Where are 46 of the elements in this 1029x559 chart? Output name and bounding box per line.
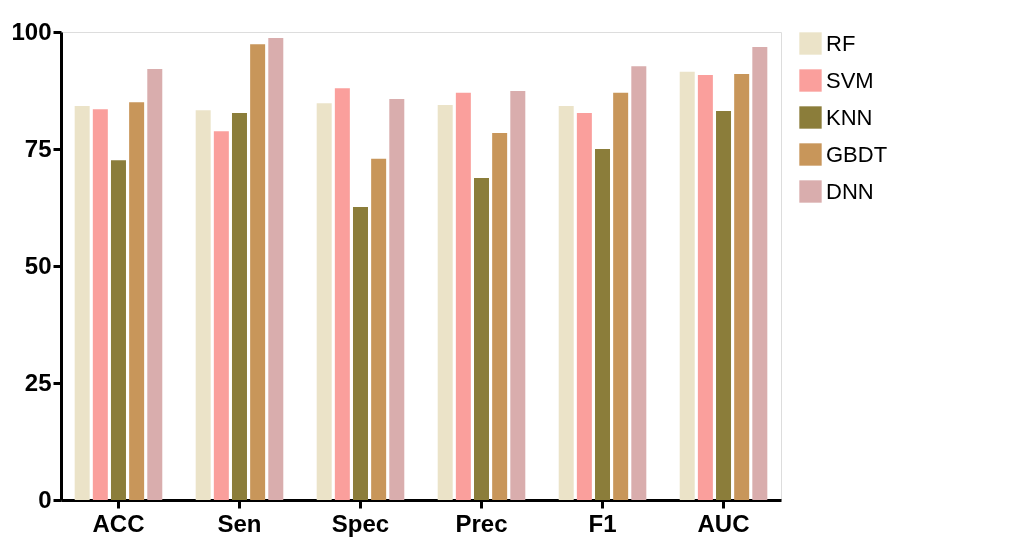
bar (268, 38, 284, 500)
x-tick-label: Sen (217, 509, 262, 537)
bar (195, 110, 211, 500)
bar (213, 131, 229, 500)
bar (334, 88, 350, 500)
bar (474, 178, 489, 500)
legend-label: KNN (826, 104, 873, 130)
bar (353, 207, 368, 500)
x-tick-label: F1 (588, 509, 617, 537)
x-tick-label: ACC (92, 509, 145, 537)
bar (510, 90, 526, 500)
bar (437, 105, 453, 500)
bar (129, 102, 145, 500)
legend-label: GBDT (826, 141, 888, 167)
bar (389, 98, 405, 500)
bar (558, 105, 574, 500)
bar (231, 112, 247, 500)
y-tick-label: 50 (24, 251, 52, 279)
y-tick-label: 75 (24, 134, 52, 162)
bar (716, 111, 732, 500)
bar (631, 66, 647, 500)
bar (74, 105, 90, 500)
bar (250, 44, 266, 500)
bar (92, 109, 108, 500)
x-tick-label: Prec (455, 509, 508, 537)
legend-label: RF (826, 30, 856, 56)
x-tick-label: AUC (697, 509, 750, 537)
y-tick-label: 0 (38, 485, 52, 513)
bar (147, 68, 163, 500)
y-tick-label: 100 (11, 17, 52, 45)
bar (734, 74, 750, 500)
bar (492, 133, 508, 500)
bar (613, 92, 629, 500)
bar (752, 46, 768, 500)
bar (455, 92, 471, 500)
bar (316, 103, 332, 500)
bar (110, 160, 126, 500)
bar (576, 112, 592, 500)
legend-label: DNN (826, 178, 874, 204)
y-tick-label: 25 (24, 368, 52, 396)
bar (595, 149, 611, 500)
x-tick-label: Spec (331, 509, 390, 537)
legend-label: SVM (826, 67, 874, 93)
bar (371, 158, 387, 500)
bar (679, 71, 695, 500)
bar (697, 75, 713, 500)
